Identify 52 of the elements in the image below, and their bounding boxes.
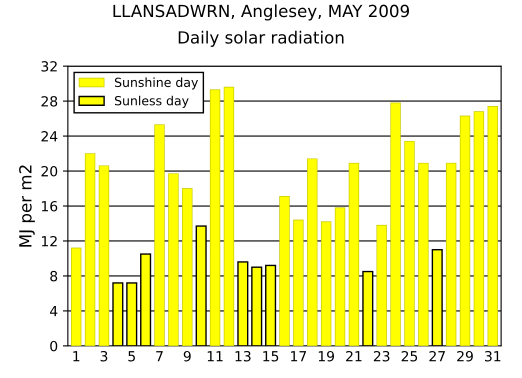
- y-axis-title: MJ per m2: [19, 165, 35, 247]
- legend-label: Sunless day: [114, 96, 189, 108]
- bar: [460, 116, 470, 346]
- bar: [320, 221, 332, 346]
- x-tick-label: 25: [402, 350, 418, 362]
- bar: [224, 86, 234, 346]
- bar: [390, 102, 401, 346]
- x-tick-label: 19: [318, 350, 334, 362]
- x-tick-label: 1: [73, 351, 80, 362]
- bar: [84, 153, 96, 346]
- bar: [446, 162, 456, 346]
- x-tick-label: 7: [156, 351, 163, 362]
- bar: [182, 188, 192, 346]
- chart-title: LLANSADWRN, Anglesey, MAY 2009: [113, 4, 409, 20]
- y-tick-label: 20: [41, 166, 58, 177]
- y-tick-label: 8: [50, 270, 58, 282]
- bar: [488, 106, 498, 346]
- y-tick-label: 24: [41, 131, 58, 142]
- bar: [293, 220, 304, 346]
- y-tick-label: 12: [42, 236, 57, 246]
- y-tick-label: 32: [42, 61, 57, 72]
- chart-subtitle: Daily solar radiation: [178, 30, 344, 47]
- x-tick-label: 21: [346, 350, 362, 362]
- legend-label: Sunshine day: [114, 77, 198, 90]
- y-tick-label: 4: [50, 306, 58, 316]
- bar: [154, 124, 165, 346]
- bar: [404, 140, 415, 346]
- bar: [418, 162, 429, 346]
- x-tick-label: 29: [457, 350, 473, 362]
- x-tick-label: 17: [291, 351, 306, 362]
- bar: [210, 89, 220, 346]
- bar: [168, 173, 179, 346]
- bar: [307, 158, 318, 346]
- x-tick-label: 13: [236, 350, 251, 362]
- x-tick-label: 23: [374, 350, 390, 362]
- x-tick-label: 11: [208, 351, 223, 362]
- bar: [98, 165, 110, 346]
- bar: [376, 224, 387, 346]
- x-tick-label: 15: [263, 351, 278, 362]
- y-tick-label: 28: [41, 96, 58, 107]
- x-tick-label: 3: [100, 350, 108, 362]
- x-tick-label: 9: [184, 350, 191, 362]
- x-tick-label: 27: [429, 350, 445, 362]
- x-tick-label: 31: [485, 350, 500, 362]
- y-tick-label: 16: [42, 200, 58, 212]
- bar: [474, 111, 484, 346]
- bar: [70, 248, 82, 346]
- bar: [348, 162, 360, 346]
- bar: [279, 196, 290, 346]
- y-tick-label: 0: [50, 340, 58, 352]
- x-tick-label: 5: [128, 351, 135, 362]
- bar: [334, 207, 346, 346]
